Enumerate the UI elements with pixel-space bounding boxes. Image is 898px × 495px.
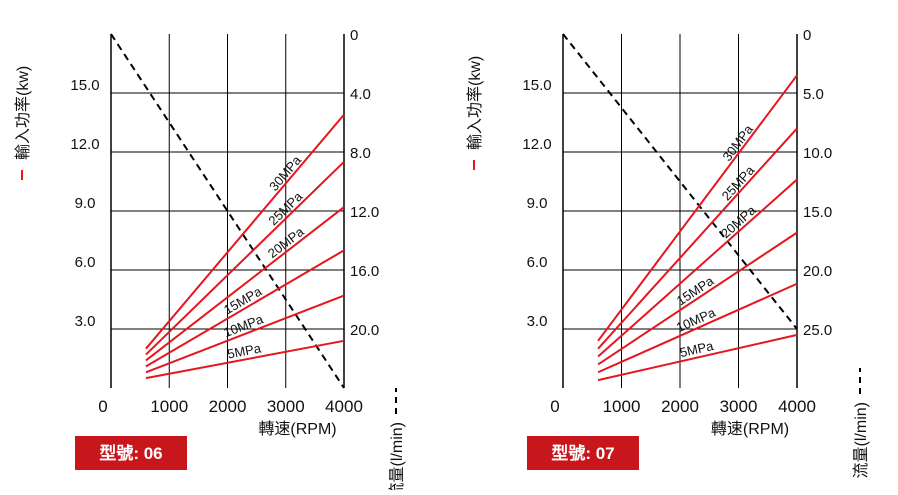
- x-tick-label: 3000: [267, 397, 305, 416]
- left-tick-label: 9.0: [75, 195, 96, 212]
- power-line-30MPa: [597, 74, 798, 342]
- power-line-10MPa: [597, 282, 798, 374]
- right-tick-label: 16.0: [350, 263, 379, 280]
- power-line-10MPa: [145, 294, 345, 374]
- right-tick-label: 8.0: [350, 145, 371, 162]
- left-axis-label: 輸入功率(kw): [14, 66, 32, 160]
- right-tick-label: 20.0: [350, 322, 379, 339]
- chart-panel-1: 3.0 6.0 9.0 12.0 15.0 0 4.0 8.0 12.0 16.0 20.0 0 100…: [14, 27, 406, 495]
- right-tick-label: 20.0: [803, 263, 832, 280]
- x-tick-label: 4000: [778, 397, 816, 416]
- flow-line: [110, 33, 345, 389]
- x-tick-label: 0: [98, 397, 107, 416]
- left-tick-label: 6.0: [527, 254, 548, 271]
- flow-line: [562, 33, 798, 330]
- left-tick-label: 15.0: [522, 77, 551, 94]
- left-tick-label: 3.0: [75, 313, 96, 330]
- power-line-5MPa: [597, 333, 798, 382]
- series-label: 5MPa: [678, 338, 715, 360]
- power-line-20MPa: [145, 206, 345, 362]
- left-axis-label: 輸入功率(kw): [466, 56, 484, 150]
- left-tick-label: 9.0: [527, 195, 548, 212]
- power-line-25MPa: [597, 127, 798, 350]
- left-tick-label: 6.0: [75, 254, 96, 271]
- x-tick-label: 3000: [720, 397, 758, 416]
- chart-panel-2: 3.0 6.0 9.0 12.0 15.0 0 5.0 10.0 15.0 20.0 25.0 0 10…: [466, 27, 870, 478]
- model-badge: [527, 436, 639, 470]
- model-badge: [75, 436, 187, 470]
- left-tick-label: 12.0: [70, 136, 99, 153]
- left-tick-label: 3.0: [527, 313, 548, 330]
- right-tick-label: 10.0: [803, 145, 832, 162]
- x-tick-label: 1000: [603, 397, 641, 416]
- x-tick-label: 4000: [325, 397, 363, 416]
- x-axis-label: 轉速(RPM): [711, 420, 789, 438]
- x-axis-label: 轉速(RPM): [258, 420, 336, 438]
- right-tick-label: 4.0: [350, 86, 371, 103]
- right-axis-label: 流量(l/min): [388, 422, 406, 490]
- series-label: 5MPa: [226, 340, 263, 361]
- power-line-25MPa: [145, 161, 345, 356]
- model-badge-label: 型號: 07: [551, 443, 614, 463]
- power-line-5MPa: [145, 339, 345, 380]
- right-axis-label-group: 流量(l/min): [852, 368, 870, 478]
- model-badge-label: 型號: 06: [99, 443, 162, 463]
- x-tick-label: 2000: [661, 397, 699, 416]
- right-tick-label: 25.0: [803, 322, 832, 339]
- series-label: 30MPa: [719, 121, 756, 164]
- left-tick-label: 12.0: [522, 136, 551, 153]
- x-tick-label: 2000: [209, 397, 247, 416]
- power-line-15MPa: [145, 249, 345, 368]
- right-axis-label: 流量(l/min): [852, 402, 870, 478]
- power-line-15MPa: [597, 231, 798, 366]
- power-line-30MPa: [145, 113, 345, 350]
- right-tick-label: 5.0: [803, 86, 824, 103]
- right-tick-label: 0: [803, 27, 811, 44]
- right-tick-label: 0: [350, 27, 358, 44]
- right-axis-label-group: 流量(l/min): [388, 388, 406, 495]
- power-line-20MPa: [597, 178, 798, 358]
- left-axis-label-group: 輸入功率(kw): [466, 56, 484, 170]
- right-tick-label: 15.0: [803, 204, 832, 221]
- x-tick-label: 1000: [150, 397, 188, 416]
- left-axis-label-group: 輸入功率(kw): [14, 66, 32, 180]
- left-tick-label: 15.0: [70, 77, 99, 94]
- x-tick-label: 0: [550, 397, 559, 416]
- right-tick-label: 12.0: [350, 204, 379, 221]
